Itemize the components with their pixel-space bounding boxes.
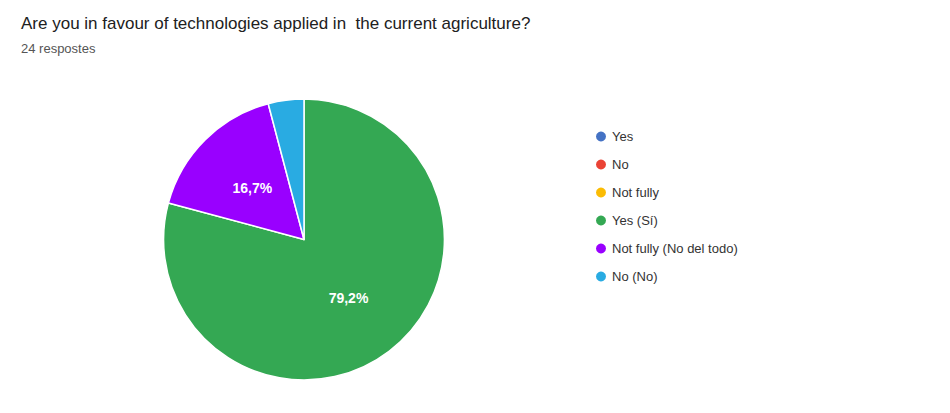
svg-text:No: No bbox=[612, 157, 629, 172]
svg-text:Not fully: Not fully bbox=[612, 185, 659, 200]
svg-text:24 respostes: 24 respostes bbox=[21, 41, 96, 56]
svg-text:Not fully (No del todo): Not fully (No del todo) bbox=[612, 241, 738, 256]
svg-text:Yes (Sí): Yes (Sí) bbox=[612, 213, 658, 228]
svg-text:16,7%: 16,7% bbox=[233, 180, 273, 196]
svg-text:Yes: Yes bbox=[612, 129, 634, 144]
svg-text:Are you in favour of technolog: Are you in favour of technologies applie… bbox=[21, 14, 530, 33]
svg-text:79,2%: 79,2% bbox=[329, 290, 369, 306]
svg-text:No (No): No (No) bbox=[612, 269, 658, 284]
